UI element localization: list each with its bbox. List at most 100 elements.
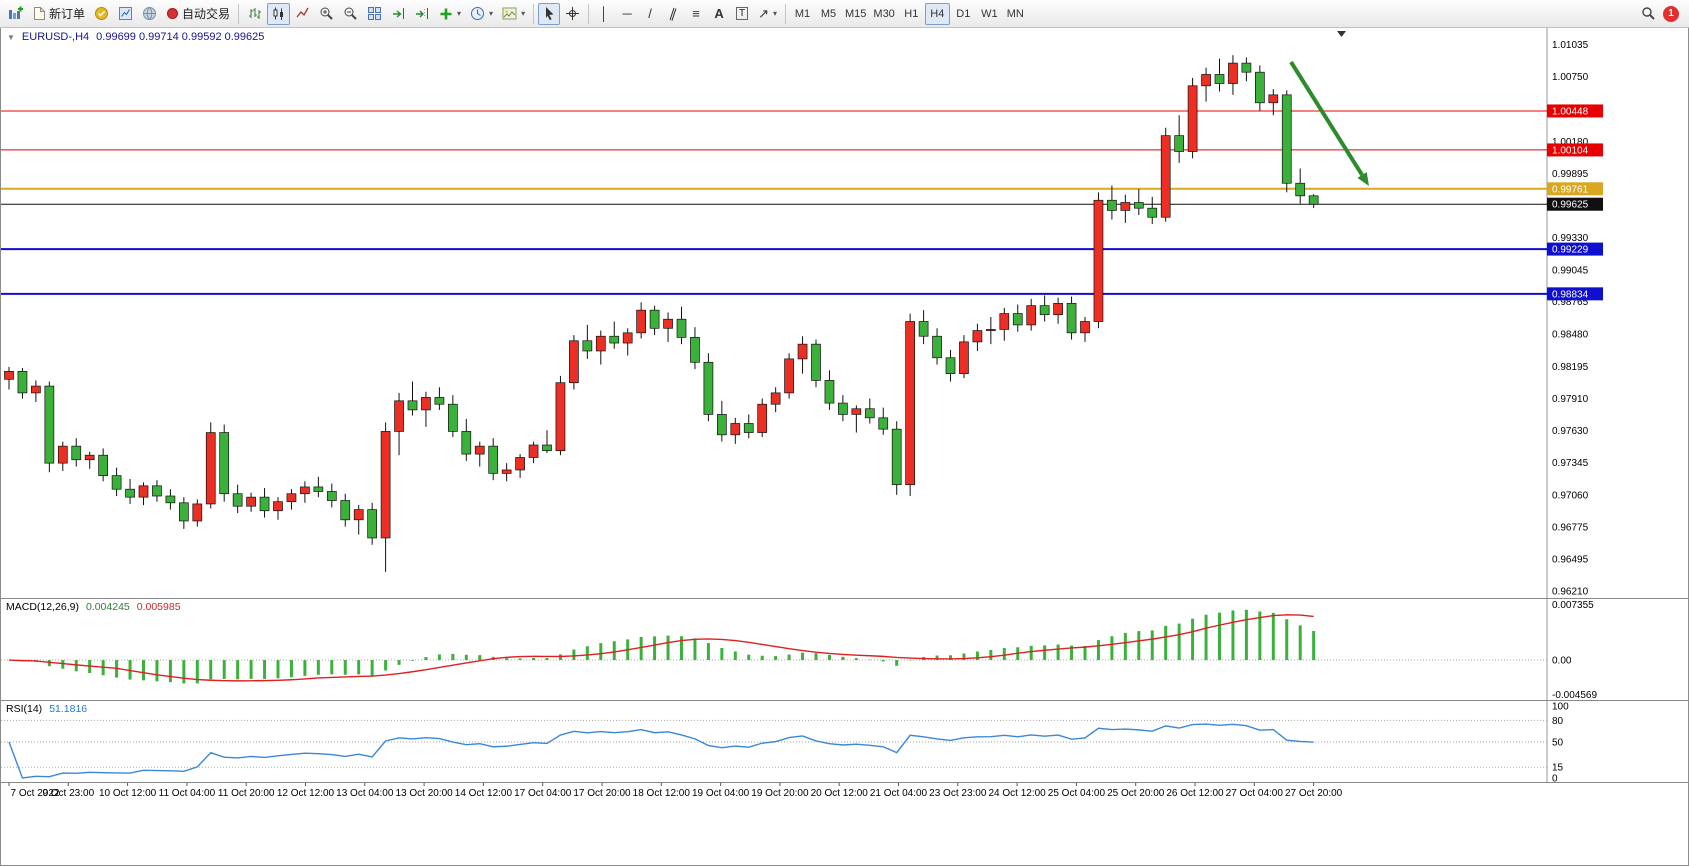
svg-text:0.99625: 0.99625 [1552,200,1589,211]
template-image-icon [502,7,517,20]
macd-pane: 0.007355 0.00 -0.004569 MACD(12,26,9) 0.00… [1,598,1688,700]
market-button[interactable] [90,3,113,25]
timeframe-h1-button[interactable]: H1 [899,3,924,25]
autotrading-button[interactable]: 自动交易 [162,3,234,25]
vertical-line-icon: │ [600,6,609,21]
line-chart-button[interactable] [291,3,314,25]
profiles-icon [119,7,133,20]
horizontal-line-button[interactable]: ─ [616,3,638,25]
cursor-button[interactable] [538,2,561,25]
new-chart-icon [9,6,23,19]
timeframe-h4-button[interactable]: H4 [924,2,950,25]
auto-scroll-button[interactable] [387,3,410,25]
dropdown-arrow-icon: ▾ [521,9,526,18]
tile-windows-button[interactable] [363,3,386,25]
svg-text:0.97060: 0.97060 [1552,490,1589,501]
arrows-icon: ↗ [758,6,769,21]
svg-text:1.00750: 1.00750 [1552,72,1589,83]
text-label-button[interactable]: T [731,3,753,25]
zoom-in-button[interactable] [315,3,338,25]
svg-text:0.99761: 0.99761 [1552,184,1589,195]
svg-text:14 Oct 12:00: 14 Oct 12:00 [455,788,513,799]
zoom-out-button[interactable] [339,3,362,25]
text-icon: A [714,6,724,21]
timeframe-mn-button[interactable]: MN [1003,3,1028,25]
timeframe-m30-button[interactable]: M30 [870,3,897,25]
svg-text:13 Oct 20:00: 13 Oct 20:00 [395,788,453,799]
main-toolbar: 新订单 自动交易 [0,0,1689,28]
svg-text:13 Oct 04:00: 13 Oct 04:00 [336,788,394,799]
svg-text:0.99229: 0.99229 [1552,245,1589,256]
bar-chart-icon [249,8,262,19]
indicators-button[interactable]: ▾ [435,3,465,25]
svg-text:23 Oct 23:00: 23 Oct 23:00 [929,788,987,799]
chart-shift-button[interactable] [411,3,434,25]
svg-text:0.98765: 0.98765 [1552,297,1589,308]
svg-text:-0.004569: -0.004569 [1552,690,1597,700]
svg-text:24 Oct 12:00: 24 Oct 12:00 [988,788,1046,799]
periods-button[interactable]: ▾ [466,3,497,25]
candlestick-chart-button[interactable] [267,2,291,25]
svg-text:0.99045: 0.99045 [1552,265,1589,276]
toolbar-separator [588,3,590,24]
new-order-button[interactable]: 新订单 [29,3,89,25]
autotrading-status-icon [167,8,179,19]
svg-text:7 Oct 2022: 7 Oct 2022 [11,788,60,799]
notification-badge[interactable]: 1 [1663,5,1679,22]
fibonacci-icon: ≡ [692,6,700,21]
svg-text:0.96775: 0.96775 [1552,523,1589,534]
candlestick-chart-icon [273,7,284,20]
fibonacci-button[interactable]: ≡ [685,3,707,25]
svg-text:0.97345: 0.97345 [1552,458,1589,469]
svg-text:20 Oct 12:00: 20 Oct 12:00 [811,788,869,799]
svg-text:27 Oct 20:00: 27 Oct 20:00 [1285,788,1343,799]
svg-text:100: 100 [1552,702,1569,713]
shapes-button[interactable]: ↗ ▾ [754,3,781,25]
price-chart-canvas[interactable]: 1.010351.007501.004651.001800.998950.996… [1,28,1688,598]
channel-button[interactable]: ∥ [662,3,684,25]
svg-text:1.00104: 1.00104 [1552,145,1589,156]
svg-text:25 Oct 04:00: 25 Oct 04:00 [1048,788,1106,799]
text-label-icon: T [736,7,749,20]
svg-text:12 Oct 12:00: 12 Oct 12:00 [277,788,335,799]
bar-chart-button[interactable] [243,3,266,25]
svg-text:18 Oct 12:00: 18 Oct 12:00 [633,788,691,799]
svg-text:17 Oct 20:00: 17 Oct 20:00 [573,788,631,799]
vertical-line-button[interactable]: │ [593,3,615,25]
macd-canvas[interactable]: 0.007355 0.00 -0.004569 [1,599,1688,700]
timeframe-m1-button[interactable]: M1 [790,3,815,25]
dropdown-arrow-icon: ▾ [489,9,494,18]
auto-scroll-icon [393,8,405,19]
svg-text:0.99895: 0.99895 [1552,169,1589,180]
time-axis[interactable]: 7 Oct 2022 9 Oct 23:00 10 Oct 12:00 11 Oct … [1,782,1688,800]
market-icon [95,7,109,20]
svg-text:0.98195: 0.98195 [1552,362,1589,373]
search-button[interactable] [1637,3,1660,25]
timeframe-m5-button[interactable]: M5 [816,3,841,25]
crosshair-button[interactable] [561,3,584,25]
svg-text:0.98834: 0.98834 [1552,289,1589,300]
line-chart-icon [296,7,309,18]
search-icon [1642,7,1655,20]
svg-text:17 Oct 04:00: 17 Oct 04:00 [514,788,572,799]
new-chart-button[interactable] [4,3,28,25]
trendline-button[interactable]: / [639,3,661,25]
community-button[interactable] [138,3,161,25]
timeframe-m15-button[interactable]: M15 [842,3,869,25]
chart-window: 1.010351.007501.004651.001800.998950.996… [0,28,1689,866]
svg-text:19 Oct 20:00: 19 Oct 20:00 [751,788,809,799]
timeframe-w1-button[interactable]: W1 [977,3,1002,25]
templates-button[interactable]: ▾ [498,3,529,25]
timeframe-d1-button[interactable]: D1 [951,3,976,25]
svg-text:21 Oct 04:00: 21 Oct 04:00 [870,788,928,799]
profiles-button[interactable] [114,3,137,25]
text-button[interactable]: A [708,3,730,25]
svg-text:0.99330: 0.99330 [1552,233,1589,244]
svg-text:0.96210: 0.96210 [1552,587,1589,598]
svg-text:1.00180: 1.00180 [1552,137,1589,148]
svg-text:0.96495: 0.96495 [1552,554,1589,565]
rsi-canvas[interactable]: 100 80 50 150 [1,701,1688,782]
svg-text:15: 15 [1552,763,1564,774]
svg-text:9 Oct 23:00: 9 Oct 23:00 [42,788,94,799]
